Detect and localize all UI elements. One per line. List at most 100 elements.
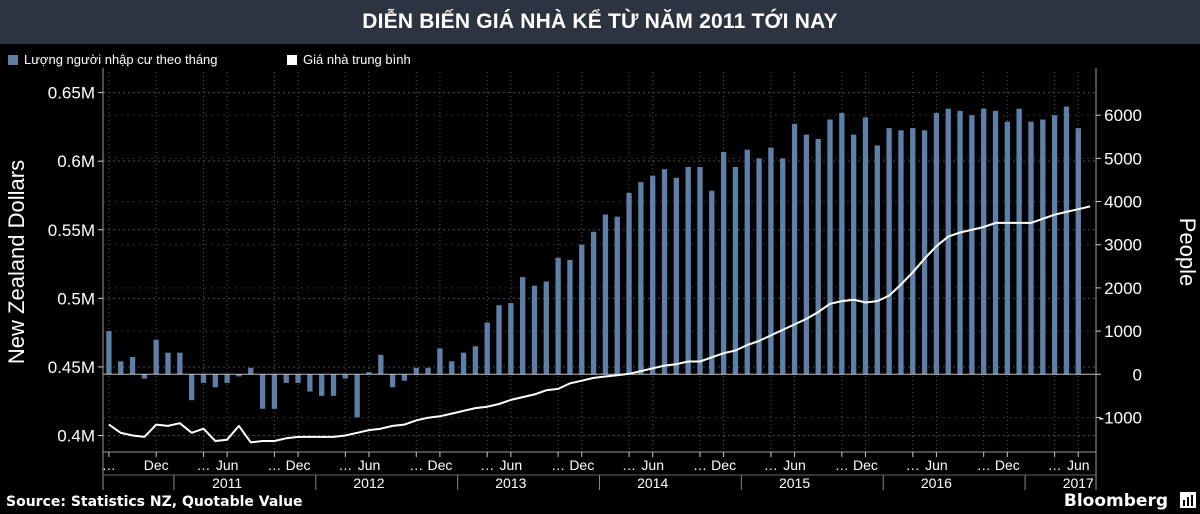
migration-bar [732, 167, 739, 375]
x-month-label: … [196, 457, 210, 473]
x-month-label: Dec [711, 457, 736, 473]
migration-bar [910, 128, 916, 375]
migration-bar [957, 110, 963, 375]
migration-bar [224, 374, 230, 383]
migration-bar [248, 367, 254, 375]
migration-bar [141, 374, 148, 379]
migration-bar [862, 117, 869, 375]
x-month-label: Jun [783, 457, 806, 473]
migration-bar [307, 374, 313, 392]
migration-bar [661, 169, 668, 375]
migration-bar [685, 167, 691, 375]
left-axis-title: New Zealand Dollars [4, 160, 29, 364]
x-month-label: … [551, 457, 565, 473]
migration-bar [744, 149, 750, 375]
migration-bar [673, 177, 679, 375]
migration-bar [886, 128, 892, 375]
migration-bar [129, 357, 136, 375]
legend-swatch-migration [8, 55, 18, 65]
bloomberg-logo-icon [1180, 492, 1196, 508]
migration-bar [874, 145, 880, 375]
x-month-label: Dec [427, 457, 452, 473]
x-month-label: Dec [853, 457, 878, 473]
right-tick-label: 6000 [1104, 106, 1142, 125]
migration-bar [791, 123, 798, 375]
right-axis-title: People [1175, 218, 1200, 287]
x-month-label: Dec [569, 457, 594, 473]
left-tick-label: 0.55M [48, 221, 95, 240]
right-tick-label: 4000 [1104, 193, 1142, 212]
migration-bar [378, 354, 384, 375]
migration-bar [803, 134, 810, 375]
migration-bar [496, 305, 502, 375]
migration-bar [389, 374, 396, 388]
migration-bar [614, 216, 620, 375]
x-month-label: … [267, 457, 281, 473]
migration-bar [413, 367, 419, 375]
right-tick-label: 5000 [1104, 149, 1142, 168]
migration-bar [650, 175, 656, 375]
x-month-label: Jun [216, 457, 239, 473]
x-year-label: 2012 [353, 475, 384, 490]
migration-bar [295, 374, 301, 383]
migration-bar [165, 352, 171, 375]
migration-bar [236, 374, 242, 377]
migration-bar [851, 134, 857, 375]
right-tick-label: 0 [1133, 365, 1142, 384]
migration-bar [933, 113, 940, 375]
migration-bar [720, 151, 727, 375]
x-month-label: Dec [144, 457, 169, 473]
left-tick-label: 0.65M [48, 84, 95, 103]
migration-bar [780, 158, 786, 375]
x-year-label: 2015 [779, 475, 810, 490]
migration-bar [508, 303, 514, 375]
migration-bar [839, 113, 845, 375]
migration-bar [472, 346, 479, 375]
migration-bar [638, 182, 644, 375]
migration-bar [590, 231, 597, 375]
x-month-label: Jun [358, 457, 381, 473]
migration-bar [401, 374, 408, 381]
migration-bar [283, 374, 289, 383]
migration-bar [543, 281, 549, 375]
x-month-label: … [693, 457, 707, 473]
x-month-label: Jun [500, 457, 523, 473]
migration-bar [319, 374, 325, 396]
x-month-label: Dec [995, 457, 1020, 473]
x-year-label: 2016 [921, 475, 952, 490]
right-tick-label: 2000 [1104, 279, 1142, 298]
migration-bar [1051, 115, 1058, 375]
migration-bar [153, 339, 159, 375]
migration-bar [1040, 119, 1046, 375]
x-month-label: Jun [1067, 457, 1090, 473]
migration-bar [484, 322, 490, 375]
right-tick-label: 3000 [1104, 236, 1142, 255]
left-tick-label: 0.4M [57, 427, 95, 446]
migration-bar [992, 110, 999, 375]
left-tick-label: 0.45M [48, 358, 95, 377]
migration-bar [1063, 106, 1070, 375]
x-month-label: Jun [641, 457, 664, 473]
migration-bar [602, 214, 609, 375]
price-line [108, 205, 1091, 444]
migration-bar [271, 374, 278, 409]
migration-bar [449, 361, 455, 375]
x-month-label: Jun [925, 457, 948, 473]
x-month-label: … [409, 457, 423, 473]
migration-bar [981, 108, 987, 375]
migration-bar [342, 374, 348, 379]
x-year-label: 2017 [1063, 475, 1094, 490]
migration-bar [756, 158, 762, 375]
x-month-label: Dec [286, 457, 311, 473]
x-month-label: … [977, 457, 991, 473]
x-month-label: … [480, 457, 494, 473]
migration-bar [921, 130, 928, 375]
migration-bar [1016, 108, 1022, 375]
migration-bar [555, 257, 561, 375]
right-tick-label: 1000 [1104, 322, 1142, 341]
migration-bar [118, 361, 124, 375]
migration-bar [898, 130, 904, 375]
migration-bar [815, 138, 821, 375]
migration-bar [579, 244, 585, 375]
migration-bar [460, 352, 467, 375]
